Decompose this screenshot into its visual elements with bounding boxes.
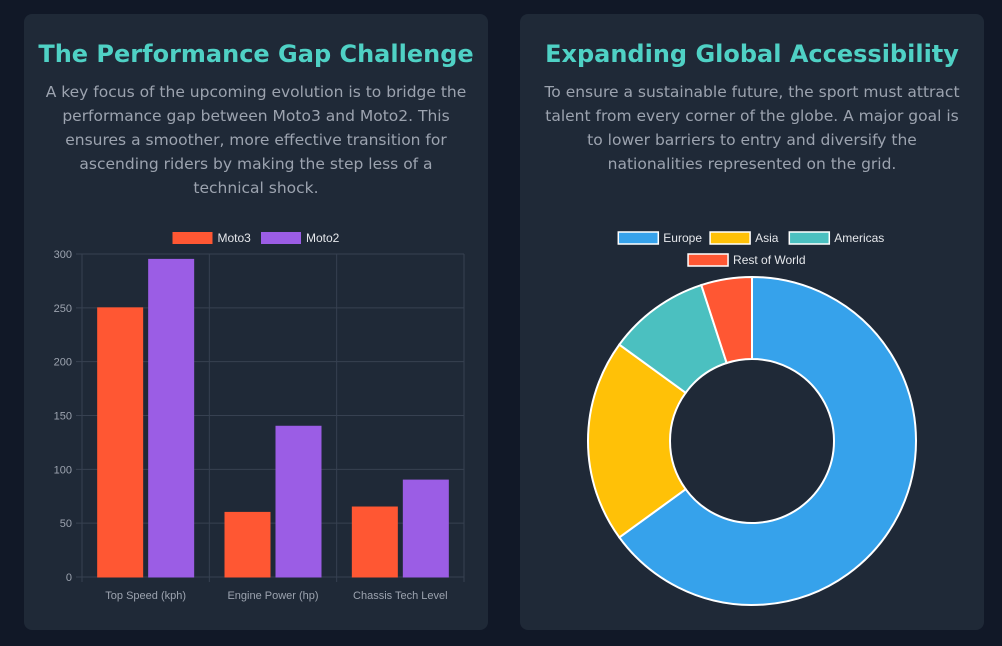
legend-swatch-moto3[interactable] xyxy=(172,232,213,244)
performance-gap-description: A key focus of the upcoming evolution is… xyxy=(45,83,467,197)
legend-label-moto3[interactable]: Moto3 xyxy=(218,231,252,245)
y-tick-label: 100 xyxy=(54,464,72,476)
slice-europe xyxy=(617,275,917,606)
legend-swatch-asia[interactable] xyxy=(709,231,751,245)
performance-gap-card: The Performance Gap Challenge A key focu… xyxy=(24,14,488,630)
legend-label-moto2[interactable]: Moto2 xyxy=(306,231,340,245)
slice-asia xyxy=(587,343,688,539)
y-tick-label: 250 xyxy=(54,303,72,315)
legend-label-europe[interactable]: Europe xyxy=(663,231,702,245)
performance-gap-title: The Performance Gap Challenge xyxy=(38,40,474,68)
legend-label-rest-of-world[interactable]: Rest of World xyxy=(733,253,805,267)
legend-swatch-americas[interactable] xyxy=(788,231,831,245)
y-tick-label: 300 xyxy=(54,249,72,261)
bar-moto2-engine-power-hp xyxy=(275,425,322,578)
global-accessibility-card: Expanding Global Accessibility To ensure… xyxy=(520,14,984,630)
y-tick-label: 200 xyxy=(54,357,72,369)
y-tick-label: 150 xyxy=(54,411,72,423)
x-tick-label: Top Speed (kph) xyxy=(105,590,186,602)
bar-moto3-chassis-tech-level xyxy=(351,506,398,578)
legend-label-asia[interactable]: Asia xyxy=(755,231,779,245)
bar-moto2-top-speed-kph xyxy=(148,258,195,578)
legend-swatch-moto2[interactable] xyxy=(261,232,301,244)
global-accessibility-title: Expanding Global Accessibility xyxy=(545,40,959,68)
legend-swatch-europe[interactable] xyxy=(617,231,660,245)
legend-label-americas[interactable]: Americas xyxy=(834,231,884,245)
bar-moto3-engine-power-hp xyxy=(224,511,271,578)
x-tick-label: Engine Power (hp) xyxy=(227,590,318,602)
performance-bar-chart: 0 50 100 150 200 250 300 Top Speed (kph) Engine … xyxy=(54,231,465,602)
bar-moto2-chassis-tech-level xyxy=(402,479,449,578)
y-tick-label: 0 xyxy=(66,572,72,584)
global-accessibility-description: To ensure a sustainable future, the spor… xyxy=(544,83,960,173)
slice-rest-of-world xyxy=(700,275,753,365)
x-tick-label: Chassis Tech Level xyxy=(353,590,448,602)
nationality-doughnut-chart: Europe Asia Americas Rest of World xyxy=(587,231,917,606)
legend-swatch-rest-of-world[interactable] xyxy=(687,253,729,267)
y-tick-label: 50 xyxy=(60,518,72,530)
bar-moto3-top-speed-kph xyxy=(97,307,144,578)
